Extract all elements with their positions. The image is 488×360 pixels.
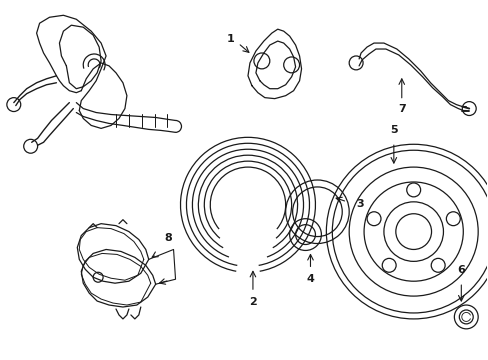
Text: 4: 4 xyxy=(306,274,314,284)
Text: 7: 7 xyxy=(397,104,405,113)
Text: 3: 3 xyxy=(356,199,363,209)
Text: 8: 8 xyxy=(164,233,172,243)
Text: 2: 2 xyxy=(248,297,256,307)
Text: 1: 1 xyxy=(226,34,234,44)
Text: 6: 6 xyxy=(456,265,464,275)
Text: 5: 5 xyxy=(389,125,397,135)
